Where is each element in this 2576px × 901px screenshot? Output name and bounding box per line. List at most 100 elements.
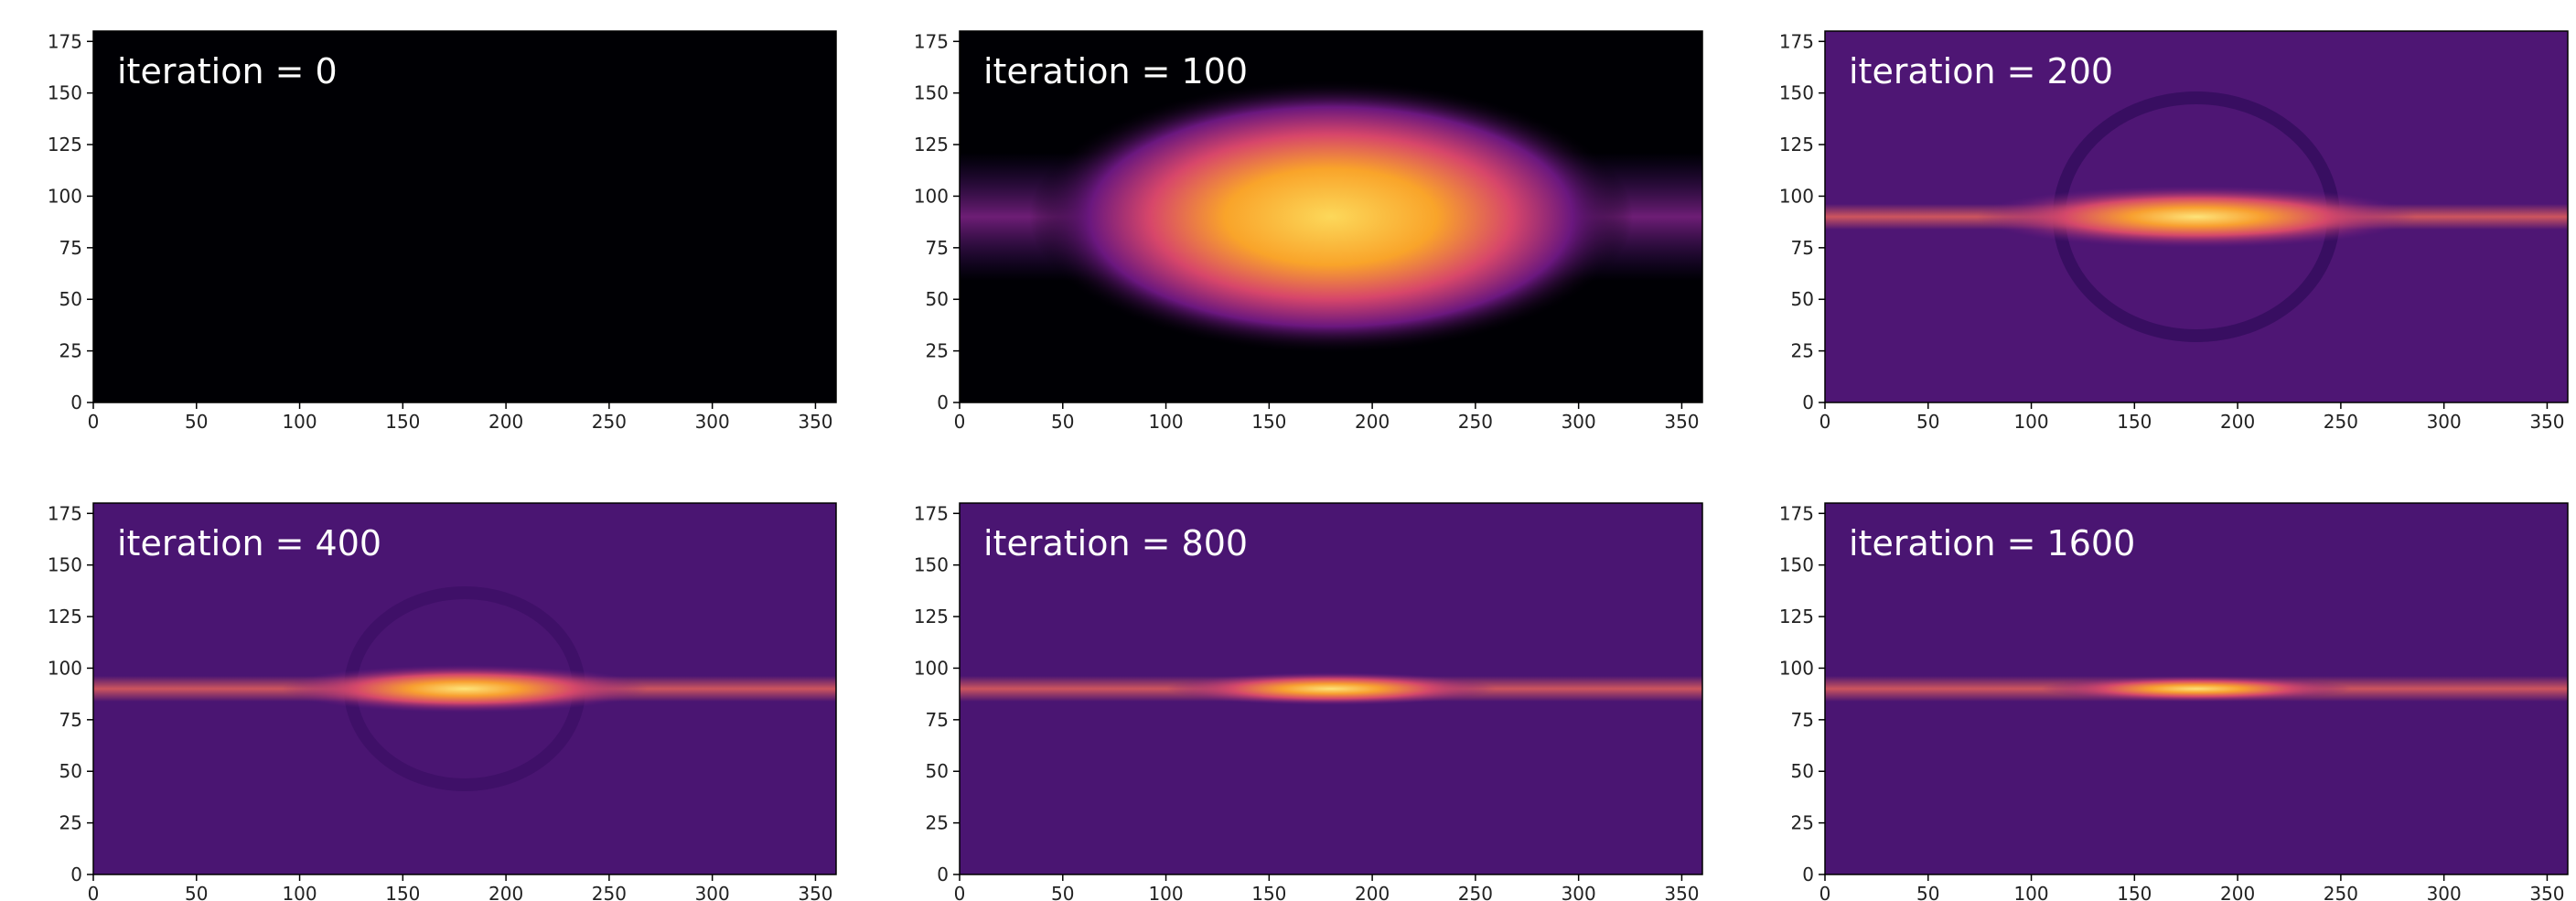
y-tick-label: 150: [914, 82, 949, 104]
y-tick-label: 150: [48, 82, 82, 104]
panel: 0 50 100 150 200 250 300 350 0 25 50 75 100 125 150 175…: [914, 30, 1703, 433]
x-tick-label: 150: [2117, 411, 2152, 433]
axes-frame: [92, 502, 837, 875]
heatmap-band: [282, 665, 648, 713]
x-tick-label: 100: [282, 883, 317, 901]
y-tick-label: 175: [914, 30, 949, 52]
y-tick-label: 125: [914, 134, 949, 156]
x-tick-label: 100: [1148, 883, 1183, 901]
x-tick-label: 250: [1458, 883, 1493, 901]
y-tick-label: 75: [926, 237, 949, 259]
x-tick-label: 200: [488, 411, 523, 433]
x-tick-label: 350: [2529, 411, 2564, 433]
y-tick-label: 125: [48, 134, 82, 156]
panel: 0 50 100 150 200 250 300 350 0 25 50 75 100 125 150 175…: [48, 30, 837, 433]
x-tick-label: 50: [185, 883, 208, 901]
y-tick-label: 50: [926, 288, 949, 310]
y-tick-label: 175: [48, 502, 82, 524]
heatmap: [1825, 503, 2568, 874]
axes-frame: [92, 30, 837, 403]
panel: 0 50 100 150 200 250 300 350 0 25 50 75 100 125 150 175…: [1779, 30, 2569, 433]
x-tick-label: 0: [954, 883, 966, 901]
y-tick-label: 175: [1779, 502, 1814, 524]
axes-frame: [959, 502, 1703, 875]
x-tick-label: 0: [1819, 883, 1831, 901]
x-tick-label: 300: [695, 411, 730, 433]
x-tick-label: 50: [185, 411, 208, 433]
heatmap: [93, 31, 836, 402]
y-tick-label: 100: [48, 185, 82, 207]
x-tick-label: 250: [592, 883, 627, 901]
x-tick-label: 300: [1562, 411, 1596, 433]
y-tick-label: 0: [1802, 392, 1814, 413]
x-tick-label: 200: [2220, 411, 2255, 433]
y-tick-label: 125: [1779, 134, 1814, 156]
y-tick-label: 150: [1779, 554, 1814, 576]
panel: 0 50 100 150 200 250 300 350 0 25 50 75 100 125 150 175…: [1779, 502, 2569, 901]
x-tick-label: 50: [1051, 883, 1074, 901]
x-tick-label: 350: [1664, 883, 1699, 901]
x-tick-label: 100: [2013, 411, 2048, 433]
y-tick-label: 0: [937, 863, 949, 885]
y-tick-label: 125: [48, 606, 82, 627]
y-tick-label: 50: [926, 760, 949, 782]
y-tick-label: 100: [1779, 657, 1814, 679]
x-tick-label: 250: [1458, 411, 1493, 433]
y-tick-label: 150: [48, 554, 82, 576]
y-tick-label: 50: [59, 288, 82, 310]
x-tick-label: 50: [1051, 411, 1074, 433]
x-tick-label: 350: [798, 411, 832, 433]
heatmap-blob: [1029, 80, 1633, 354]
x-tick-label: 350: [2529, 883, 2564, 901]
y-tick-label: 125: [1779, 606, 1814, 627]
y-tick-label: 175: [1779, 30, 1814, 52]
x-tick-label: 300: [2427, 883, 2462, 901]
y-tick-label: 0: [1802, 863, 1814, 885]
x-tick-label: 300: [1562, 883, 1596, 901]
y-tick-label: 0: [937, 392, 949, 413]
panel: 0 50 100 150 200 250 300 350 0 25 50 75 100 125 150 175…: [48, 502, 837, 901]
heatmap-background: [93, 31, 836, 402]
heatmap-band: [1166, 672, 1496, 705]
y-tick-label: 25: [926, 812, 949, 834]
annotation: iteration = 0: [117, 51, 338, 91]
y-tick-label: 75: [1791, 237, 1814, 259]
y-tick-label: 125: [914, 606, 949, 627]
heatmap-band: [1977, 186, 2416, 248]
x-tick-label: 100: [282, 411, 317, 433]
x-tick-label: 150: [385, 883, 420, 901]
x-tick-label: 200: [1355, 883, 1390, 901]
y-tick-label: 25: [1791, 812, 1814, 834]
y-tick-label: 175: [914, 502, 949, 524]
y-tick-label: 0: [70, 863, 82, 885]
x-tick-label: 300: [2427, 411, 2462, 433]
x-tick-label: 0: [1819, 411, 1831, 433]
y-tick-label: 25: [59, 340, 82, 362]
annotation: iteration = 400: [117, 523, 381, 563]
axes-frame: [1824, 502, 2569, 875]
y-tick-label: 150: [1779, 82, 1814, 104]
y-tick-label: 25: [926, 340, 949, 362]
heatmap: [960, 31, 1702, 402]
y-tick-label: 0: [70, 392, 82, 413]
x-tick-label: 200: [1355, 411, 1390, 433]
x-tick-label: 200: [488, 883, 523, 901]
heatmap: [93, 503, 836, 874]
annotation: iteration = 200: [1849, 51, 2113, 91]
x-tick-label: 150: [385, 411, 420, 433]
heatmap-band: [2041, 676, 2352, 702]
x-tick-label: 200: [2220, 883, 2255, 901]
x-tick-label: 300: [695, 883, 730, 901]
y-tick-label: 50: [59, 760, 82, 782]
axes-frame: [959, 30, 1703, 403]
x-tick-label: 150: [2117, 883, 2152, 901]
x-tick-label: 100: [2013, 883, 2048, 901]
x-tick-label: 150: [1251, 411, 1286, 433]
y-tick-label: 75: [59, 709, 82, 731]
x-tick-label: 250: [2324, 411, 2358, 433]
x-tick-label: 0: [954, 411, 966, 433]
heatmap: [960, 503, 1702, 874]
x-tick-label: 100: [1148, 411, 1183, 433]
y-tick-label: 150: [914, 554, 949, 576]
